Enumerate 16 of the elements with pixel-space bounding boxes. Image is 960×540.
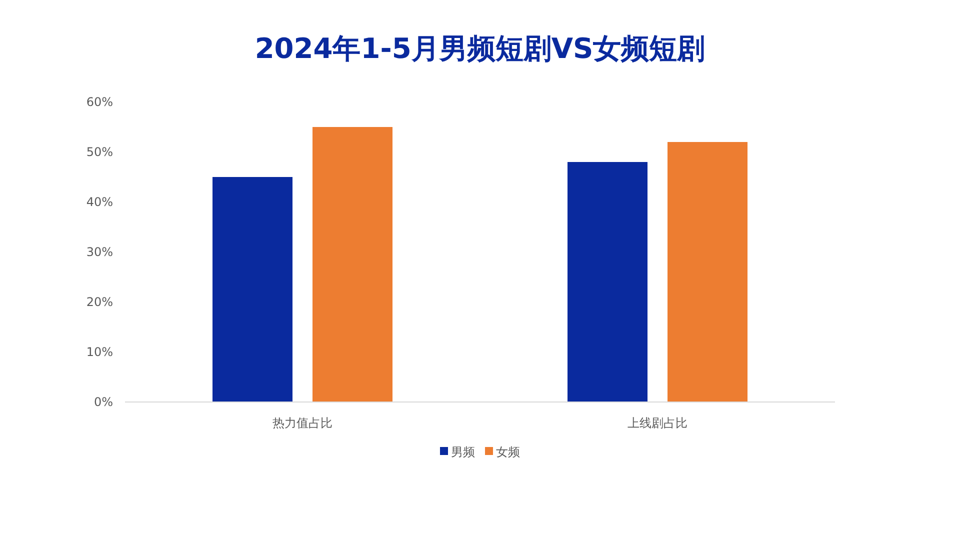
y-tick-label: 30% <box>86 245 113 259</box>
y-tick-label: 10% <box>86 345 113 359</box>
y-tick-label: 20% <box>86 295 113 309</box>
y-tick-label: 0% <box>94 395 113 409</box>
bar <box>312 127 392 402</box>
bar <box>668 142 748 402</box>
x-tick-label: 热力值占比 <box>272 416 332 430</box>
bar <box>568 162 648 402</box>
legend-label: 女频 <box>496 445 520 459</box>
legend-label: 男频 <box>451 445 475 459</box>
y-tick-label: 50% <box>86 145 113 159</box>
y-tick-label: 60% <box>86 95 113 109</box>
bar <box>212 177 292 402</box>
y-tick-label: 40% <box>86 195 113 209</box>
x-tick-label: 上线剧占比 <box>628 416 688 430</box>
chart-title: 2024年1-5月男频短剧VS女频短剧 <box>254 32 706 65</box>
